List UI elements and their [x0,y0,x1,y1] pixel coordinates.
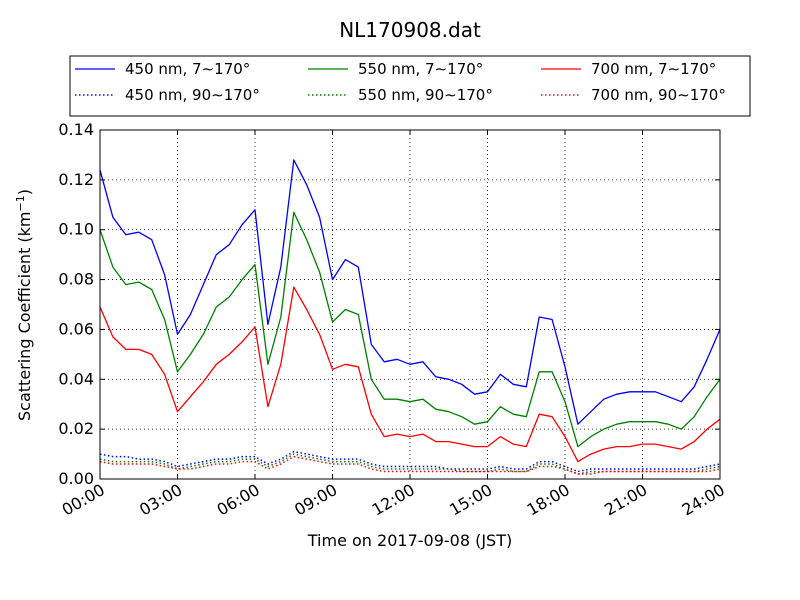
series-line-6 [99,455,721,475]
y-axis-label-close: ) [15,189,34,195]
y-axis-label: Scattering Coefficient (km−1) [14,189,34,421]
y-axis: 0.00 0.02 0.04 0.06 0.08 0.10 0.12 0.14 [58,120,720,488]
y-axis-label-main: Scattering Coefficient (km [15,211,34,421]
y-tick-label: 0.08 [58,270,94,289]
series-line-5 [99,286,721,463]
grid [100,130,720,479]
legend-label-4: 550 nm, 90∼170° [358,86,493,104]
y-tick-label: 0.12 [58,170,94,189]
y-tick-label: 0.14 [58,120,94,139]
legend-label-2: 450 nm, 90∼170° [125,86,260,104]
series-line-2 [99,450,721,473]
series-layer [99,159,721,475]
legend-label-6: 700 nm, 90∼170° [591,86,726,104]
y-tick-label: 0.04 [58,369,94,388]
series-line-1 [99,159,721,425]
legend-label-3: 550 nm, 7∼170° [358,60,483,78]
x-axis-label: Time on 2017-09-08 (JST) [307,531,512,550]
legend: 450 nm, 7∼170° 450 nm, 90∼170° 550 nm, 7∼1… [69,55,751,117]
y-tick-label: 0.06 [58,319,94,338]
y-tick-label: 0.02 [58,419,94,438]
y-axis-label-exponent: −1 [14,195,27,211]
series-line-4 [99,453,721,475]
legend-label-5: 700 nm, 7∼170° [591,60,716,78]
y-tick-label: 0.10 [58,220,94,239]
y-tick-label: 0.00 [58,469,94,488]
chart-title: NL170908.dat [339,18,481,42]
series-line-3 [99,211,721,448]
legend-label-1: 450 nm, 7∼170° [125,60,250,78]
legend-frame [69,55,751,117]
